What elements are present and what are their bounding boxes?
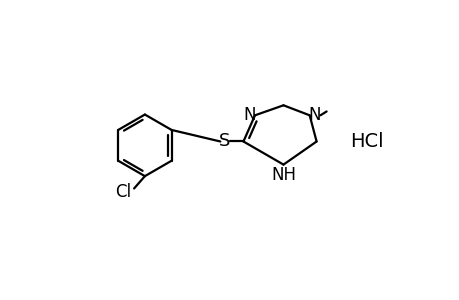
- Text: N: N: [243, 106, 255, 124]
- Text: HCl: HCl: [349, 132, 383, 151]
- Text: N: N: [308, 106, 321, 124]
- Text: Cl: Cl: [115, 182, 131, 200]
- Text: NH: NH: [271, 166, 296, 184]
- Text: S: S: [219, 133, 230, 151]
